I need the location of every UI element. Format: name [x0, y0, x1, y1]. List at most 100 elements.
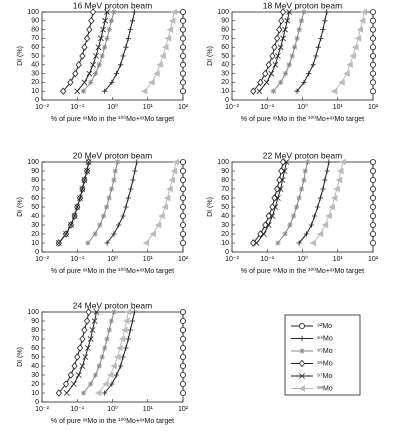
series-line: [312, 161, 344, 244]
series-line: [252, 161, 284, 244]
y-tick-label: 60: [31, 44, 39, 51]
x-tick-label: 10⁰: [107, 405, 118, 413]
data-point: [315, 204, 321, 210]
legend-marker: [298, 359, 306, 368]
data-point: [339, 158, 346, 166]
data-point: [153, 70, 160, 77]
series-line: [58, 311, 90, 394]
data-point: [87, 336, 94, 342]
y-tick-label: 100: [27, 159, 39, 166]
data-point: [179, 317, 186, 324]
data-point: [142, 239, 150, 247]
legend-marker: [299, 335, 305, 342]
data-point: [281, 168, 288, 174]
data-point: [265, 222, 272, 228]
y-tick-label: 20: [31, 381, 39, 388]
y-tick-label: 30: [31, 70, 39, 77]
data-point: [102, 44, 108, 50]
data-point: [315, 44, 321, 50]
y-tick-label: 10: [221, 240, 229, 247]
data-point: [154, 221, 162, 229]
y-tick-label: 20: [31, 231, 39, 238]
series-line: [58, 161, 90, 244]
x-axis-label: % of pure ˣˣMo in the ¹⁰⁰Mo+ˣˣMo target: [241, 267, 364, 275]
x-tick-label: 10²: [368, 104, 379, 111]
y-tick-label: 50: [221, 53, 229, 60]
data-point: [149, 230, 156, 238]
data-point: [284, 17, 291, 24]
series-line: [66, 311, 97, 394]
data-point: [118, 363, 124, 369]
data-point: [158, 212, 165, 220]
series-line: [98, 311, 129, 394]
y-tick-label: 90: [31, 318, 39, 325]
data-point: [278, 167, 285, 175]
y-tick-label: 50: [31, 204, 39, 211]
data-point: [84, 345, 91, 351]
y-tick-label: 80: [31, 327, 39, 334]
legend-marker: [298, 385, 305, 392]
data-point: [263, 79, 270, 86]
data-point: [369, 35, 376, 42]
series-line: [143, 11, 175, 92]
data-point: [369, 8, 376, 15]
y-tick-label: 60: [31, 345, 39, 352]
data-point: [83, 317, 91, 325]
data-point: [346, 61, 353, 69]
y-tick-label: 60: [221, 195, 229, 202]
data-point: [170, 8, 178, 16]
data-point: [279, 177, 286, 183]
data-point: [291, 213, 297, 219]
data-point: [356, 26, 364, 33]
y-tick-label: 70: [31, 186, 39, 193]
data-point: [298, 186, 305, 192]
data-point: [309, 239, 317, 247]
data-point: [159, 52, 166, 60]
data-point: [80, 390, 87, 396]
data-point: [179, 344, 186, 351]
data-point: [120, 213, 126, 219]
data-point: [168, 176, 176, 184]
data-point: [369, 88, 376, 95]
data-point: [330, 194, 338, 202]
data-point: [265, 61, 272, 69]
y-tick-label: 50: [31, 354, 39, 361]
data-point: [120, 354, 126, 360]
data-point: [92, 231, 98, 237]
data-point: [92, 71, 99, 77]
data-point: [130, 177, 136, 183]
y-tick-label: 40: [221, 213, 229, 220]
data-point: [179, 185, 186, 192]
data-point: [172, 158, 179, 166]
legend-marker: [299, 348, 305, 354]
data-point: [179, 35, 186, 42]
panel-title: 22 MeV proton beam: [263, 150, 342, 160]
data-point: [271, 43, 278, 51]
data-point: [369, 61, 376, 68]
y-tick-label: 20: [221, 231, 229, 238]
data-point: [108, 318, 114, 324]
y-tick-label: 30: [221, 222, 229, 229]
data-point: [179, 8, 186, 15]
data-point: [80, 88, 87, 94]
data-point: [74, 88, 81, 95]
data-point: [253, 240, 260, 246]
data-point: [115, 159, 121, 165]
data-point: [70, 381, 77, 387]
data-point: [179, 371, 186, 378]
x-tick-label: 10¹: [143, 406, 154, 413]
data-point: [106, 195, 112, 201]
series-line: [62, 11, 94, 92]
data-point: [338, 79, 345, 86]
y-tick-label: 90: [221, 18, 229, 25]
data-point: [72, 69, 79, 78]
data-point: [102, 17, 109, 24]
data-point: [279, 158, 287, 166]
y-tick-label: 90: [221, 168, 229, 175]
data-point: [102, 88, 108, 94]
data-point: [325, 212, 332, 220]
data-point: [303, 231, 310, 237]
x-tick-label: 10⁻²: [225, 256, 239, 263]
data-point: [286, 9, 293, 15]
